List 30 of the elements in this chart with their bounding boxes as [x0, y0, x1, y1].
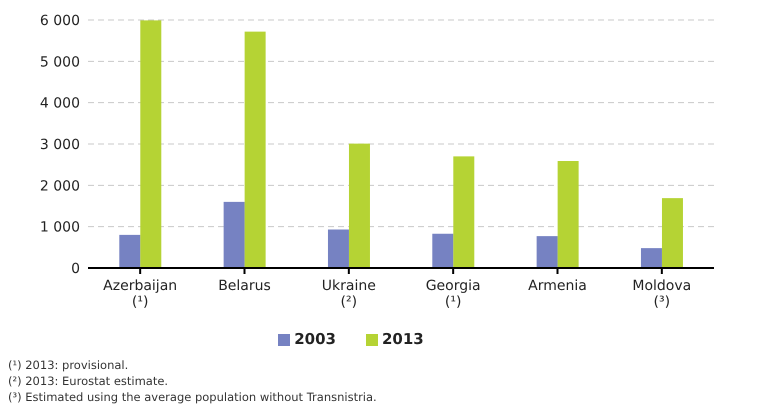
bar: [536, 236, 558, 268]
y-tick-label: 3 000: [40, 136, 80, 153]
x-tick-label: Ukraine (²): [322, 278, 376, 310]
bar: [432, 234, 454, 268]
text: (¹) 2013: provisional.: [8, 357, 130, 373]
bar: [140, 20, 162, 268]
text: (³) Estimated using the average population without Transnistria.: [8, 389, 378, 405]
legend-label: 2003: [294, 330, 336, 348]
x-tick-label: Armenia: [528, 278, 587, 294]
bar: [640, 248, 662, 268]
bar: [224, 202, 245, 268]
x-tick-label: Georgia (¹): [426, 278, 481, 310]
y-tick-label: 4 000: [40, 96, 80, 112]
bar: [244, 32, 266, 268]
legend-label: 2013: [382, 330, 424, 348]
bar: [328, 230, 349, 268]
y-tick-label: 6 000: [40, 12, 80, 29]
bar: [348, 144, 370, 268]
y-tick-label: 0: [71, 260, 80, 277]
bar: [119, 234, 140, 268]
y-tick-label: 5 000: [40, 54, 80, 70]
bar: [453, 156, 474, 268]
bar: [662, 198, 683, 268]
x-tick-label: Belarus: [218, 278, 271, 294]
bar: [558, 160, 579, 268]
x-tick-label: Azerbaijan (¹): [103, 278, 178, 310]
y-tick-label: 2 000: [40, 178, 80, 194]
text: (²) 2013: Eurostat estimate.: [8, 373, 170, 389]
x-tick-label: Moldova (³): [632, 278, 692, 310]
y-tick-label: 1 000: [40, 220, 80, 236]
